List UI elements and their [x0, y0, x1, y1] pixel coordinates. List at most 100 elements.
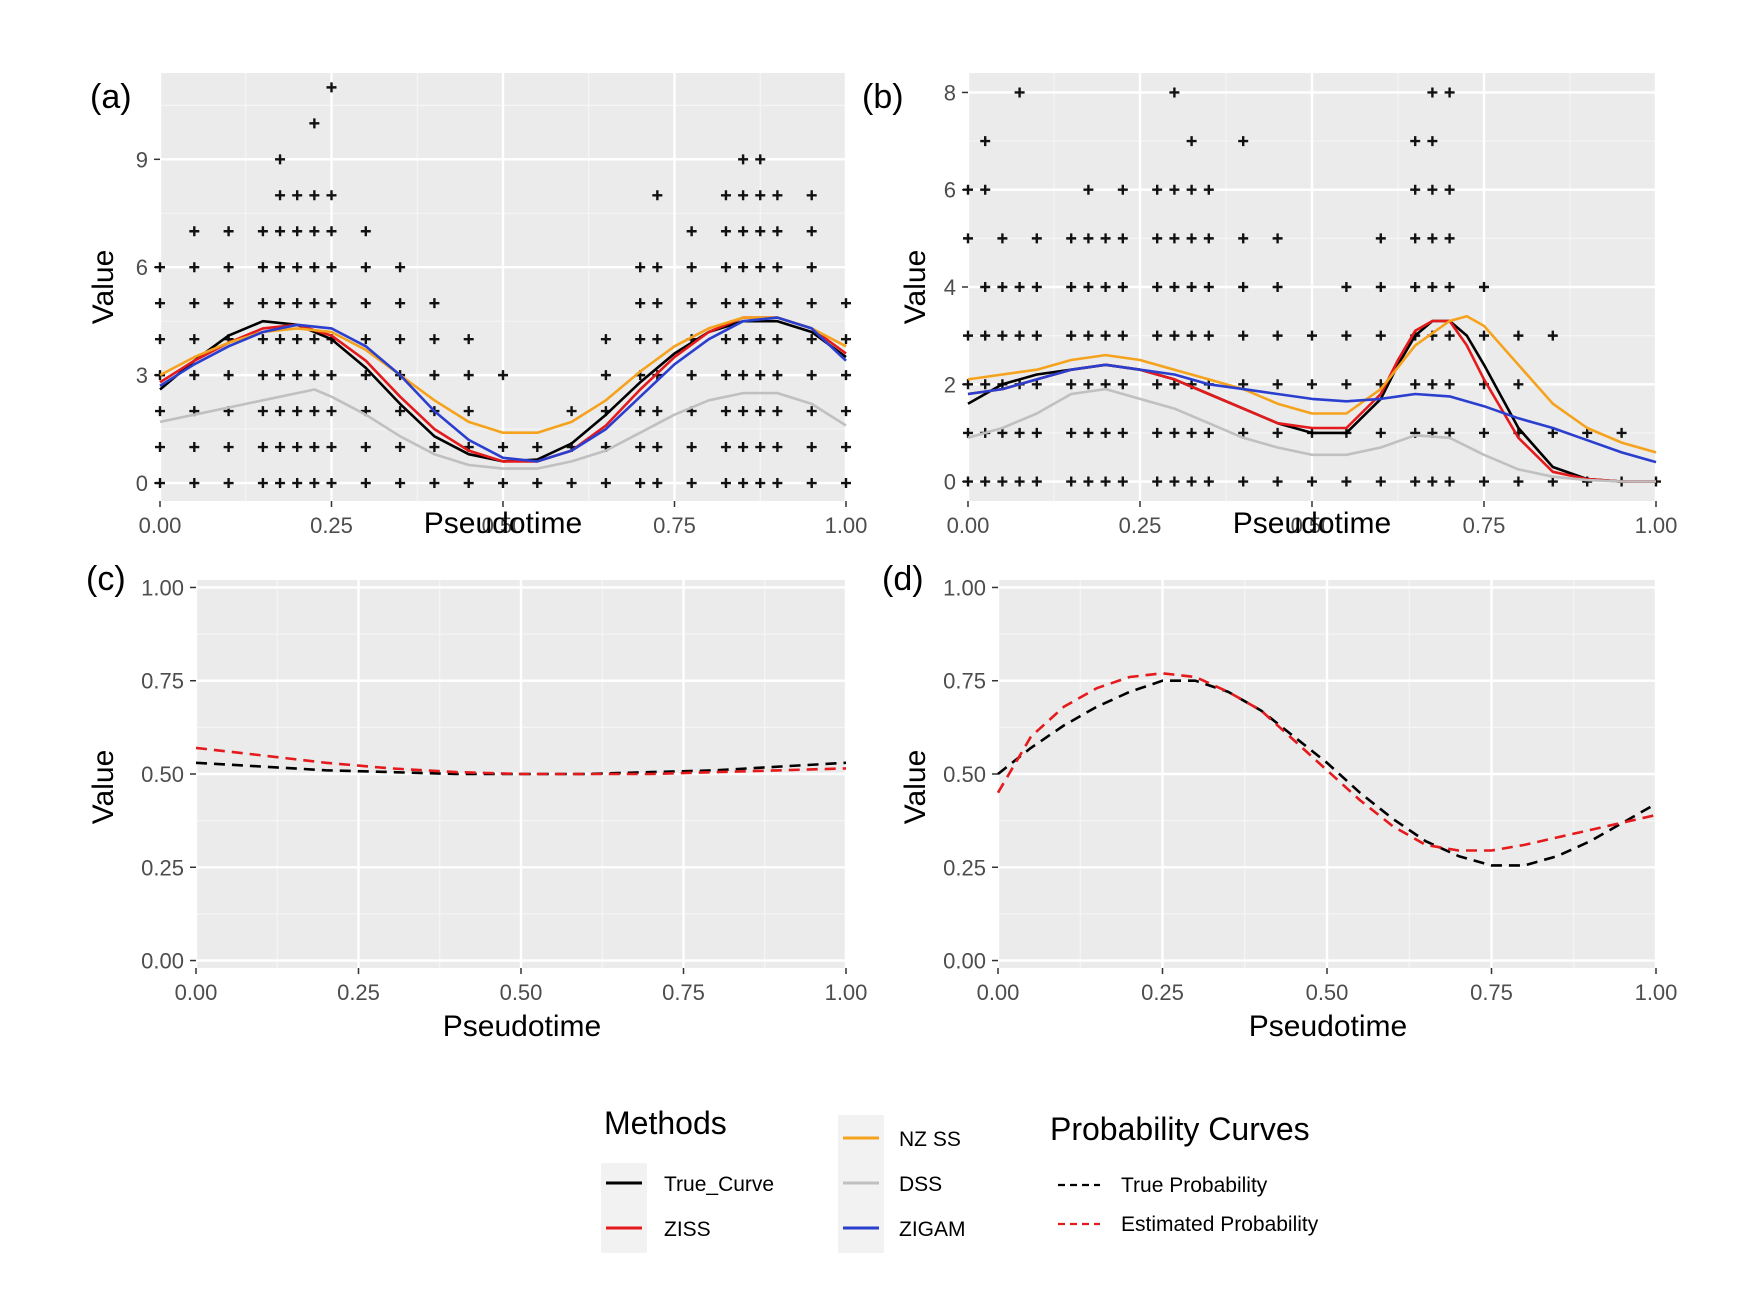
data-point: [1169, 379, 1180, 390]
data-point: [326, 406, 337, 417]
data-point: [1186, 136, 1197, 147]
legend-label: NZ SS: [899, 1128, 961, 1151]
data-point: [772, 226, 783, 237]
data-point: [257, 262, 268, 273]
data-point: [257, 478, 268, 489]
data-points: [963, 87, 1661, 487]
series-line-dss: [159, 388, 847, 470]
legend-label: Estimated Probability: [1121, 1213, 1319, 1236]
data-point: [1100, 476, 1111, 487]
data-point: [360, 334, 371, 345]
data-point: [189, 370, 200, 381]
x-tick-label: 0.25: [1141, 980, 1184, 1005]
data-point: [997, 427, 1008, 438]
data-point: [1410, 184, 1421, 195]
data-point: [309, 190, 320, 201]
data-point: [1066, 282, 1077, 292]
data-point: [292, 226, 303, 237]
data-point: [738, 478, 749, 489]
data-point: [738, 226, 749, 237]
data-point: [566, 478, 577, 489]
data-point: [1152, 476, 1163, 487]
x-tick-label: 0.75: [1470, 980, 1513, 1005]
x-axis-title: Pseudotime: [1233, 507, 1391, 540]
data-point: [1117, 330, 1128, 341]
data-point: [1186, 427, 1197, 438]
legend-label: ZISS: [664, 1218, 711, 1241]
data-point: [1582, 427, 1593, 438]
data-point: [463, 334, 474, 345]
data-point: [720, 262, 731, 273]
series-line-zigam: [159, 316, 847, 463]
data-point: [980, 184, 991, 195]
data-point: [189, 442, 200, 453]
x-tick-label: 1.00: [1635, 980, 1678, 1005]
x-axis-title: Pseudotime: [443, 1010, 601, 1043]
data-point: [1169, 427, 1180, 438]
data-point: [755, 406, 766, 417]
data-point: [309, 226, 320, 237]
y-tick-label: 0.00: [943, 949, 986, 974]
data-point: [1410, 379, 1421, 390]
data-point: [1547, 330, 1558, 341]
data-point: [1152, 184, 1163, 195]
data-point: [1152, 233, 1163, 244]
data-point: [772, 334, 783, 345]
data-point: [841, 442, 851, 453]
data-point: [189, 298, 200, 309]
data-point: [806, 442, 817, 453]
data-point: [1186, 233, 1197, 244]
legend-prob-title: Probability Curves: [1050, 1111, 1310, 1147]
data-point: [429, 442, 440, 453]
data-point: [963, 427, 973, 438]
data-point: [1100, 282, 1111, 292]
data-point: [1117, 476, 1128, 487]
data-point: [1616, 427, 1627, 438]
data-point: [1186, 184, 1197, 195]
data-point: [1410, 233, 1421, 244]
data-point: [326, 226, 337, 237]
data-point: [360, 262, 371, 273]
data-point: [1203, 282, 1214, 292]
data-point: [738, 442, 749, 453]
data-point: [1031, 379, 1042, 390]
data-point: [963, 184, 973, 195]
data-point: [1014, 330, 1025, 341]
data-point: [1238, 233, 1249, 244]
data-point: [1117, 282, 1128, 292]
series-line-zigam: [967, 363, 1657, 464]
data-point: [720, 370, 731, 381]
x-tick-label: 0.00: [175, 980, 218, 1005]
data-point: [1186, 282, 1197, 292]
data-point: [963, 476, 973, 487]
data-point: [1014, 87, 1025, 98]
data-point: [963, 379, 973, 390]
data-point: [566, 406, 577, 417]
x-tick-label: 0.50: [482, 513, 525, 538]
panel-letter: (b): [862, 78, 904, 116]
data-point: [275, 478, 286, 489]
data-point: [1375, 330, 1386, 341]
data-point: [1203, 233, 1214, 244]
y-tick-label: 4: [944, 275, 956, 300]
data-point: [686, 370, 697, 381]
legend-label: True Probability: [1121, 1174, 1268, 1197]
data-point: [1152, 330, 1163, 341]
data-point: [772, 190, 783, 201]
y-tick-label: 8: [944, 80, 956, 105]
data-point: [963, 233, 973, 244]
data-point: [257, 226, 268, 237]
data-point: [309, 262, 320, 273]
data-point: [1117, 233, 1128, 244]
data-point: [155, 478, 165, 489]
data-point: [275, 406, 286, 417]
data-point: [155, 442, 165, 453]
y-tick-label: 9: [136, 147, 148, 172]
data-point: [652, 190, 663, 201]
data-point: [257, 298, 268, 309]
data-point: [635, 406, 646, 417]
y-tick-label: 6: [944, 178, 956, 203]
data-point: [1307, 476, 1317, 487]
data-point: [635, 262, 646, 273]
data-point: [652, 406, 663, 417]
